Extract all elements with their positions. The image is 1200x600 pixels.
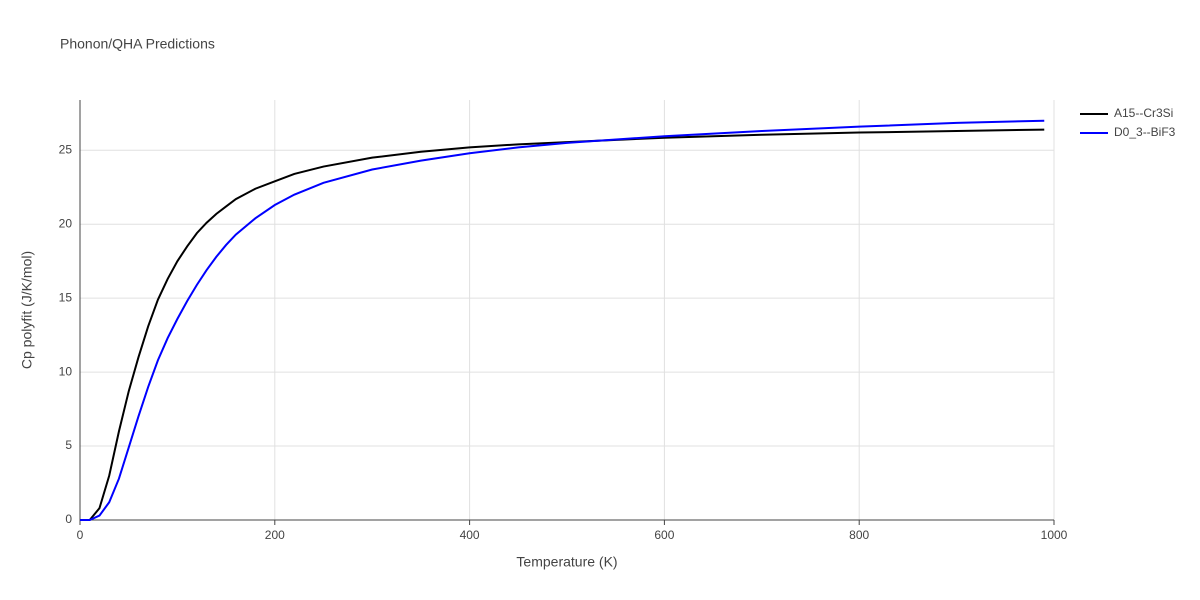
series-line bbox=[80, 128, 1045, 521]
y-tick-label: 10 bbox=[59, 364, 73, 378]
x-tick-label: 1000 bbox=[1041, 528, 1068, 542]
x-tick-label: 400 bbox=[460, 528, 480, 542]
chart-title: Phonon/QHA Predictions bbox=[60, 36, 215, 52]
y-axis-label: Cp polyfit (J/K/mol) bbox=[19, 251, 35, 369]
legend-label: A15--Cr3Si bbox=[1114, 106, 1173, 120]
y-tick-label: 5 bbox=[65, 438, 72, 452]
x-axis-label: Temperature (K) bbox=[516, 554, 617, 570]
x-tick-label: 800 bbox=[849, 528, 869, 542]
y-tick-label: 0 bbox=[65, 512, 72, 526]
y-tick-label: 20 bbox=[59, 216, 73, 230]
x-tick-label: 200 bbox=[265, 528, 285, 542]
y-tick-label: 25 bbox=[59, 142, 73, 156]
y-tick-label: 15 bbox=[59, 290, 73, 304]
legend-label: D0_3--BiF3 bbox=[1114, 125, 1176, 139]
series-line bbox=[80, 119, 1045, 521]
x-tick-label: 600 bbox=[654, 528, 674, 542]
x-tick-label: 0 bbox=[77, 528, 84, 542]
